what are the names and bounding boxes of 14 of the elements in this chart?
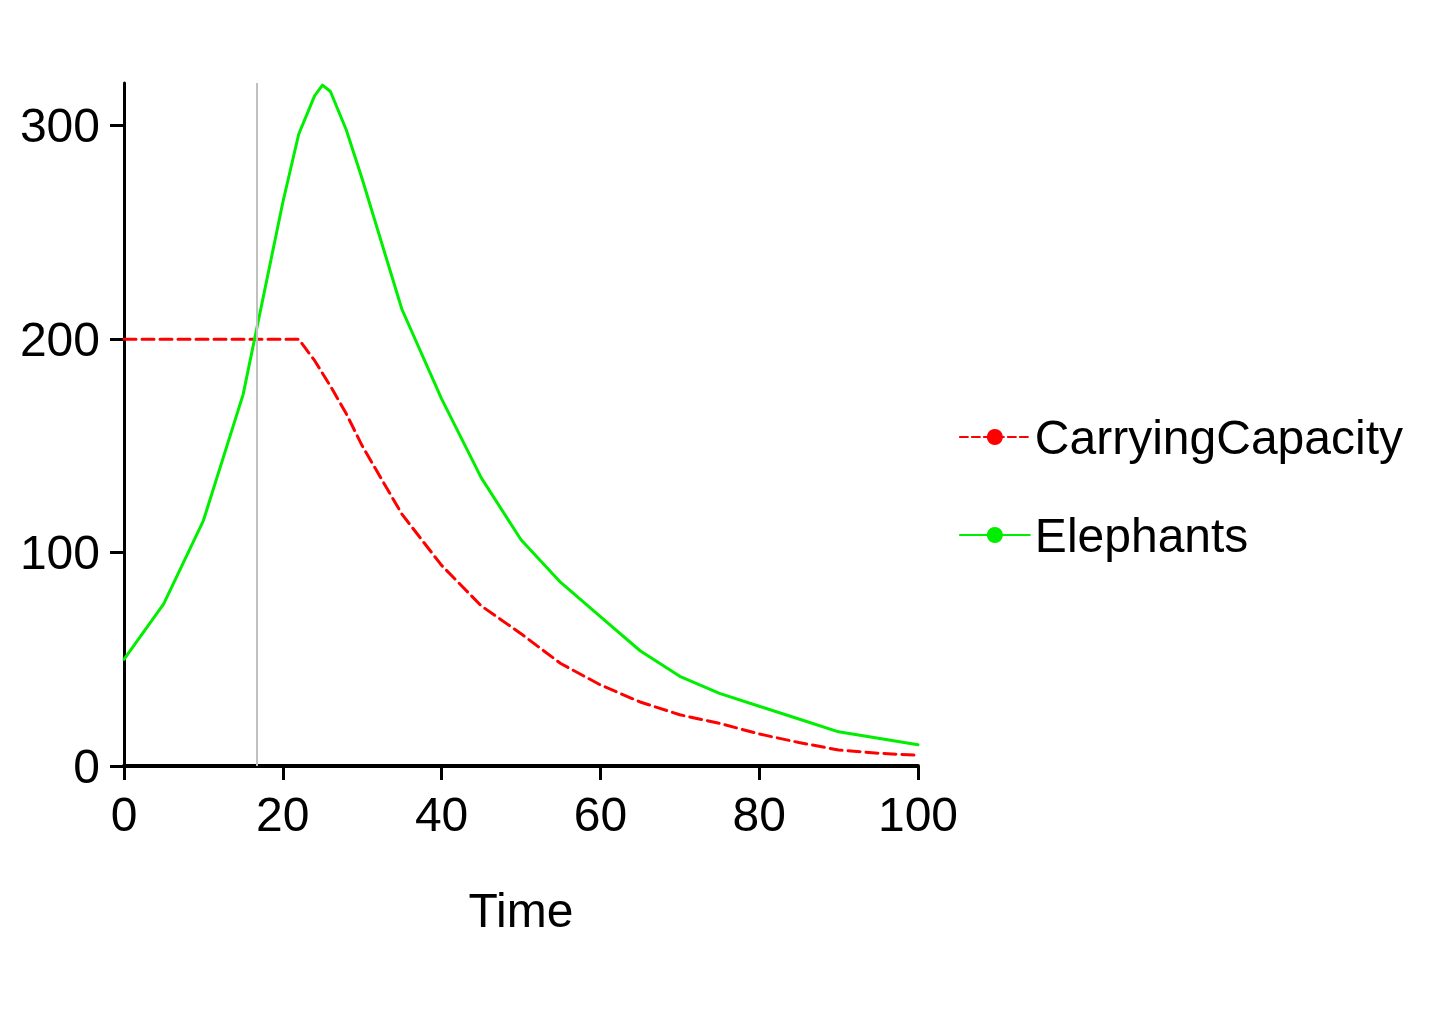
line-series: [122, 83, 920, 747]
legend-label: Elephants: [1034, 508, 1249, 562]
x-tick-label: 100: [877, 787, 959, 841]
y-tick-label: 100: [19, 526, 100, 580]
x-tick-label: 40: [414, 787, 469, 841]
y-tick-label: 300: [19, 99, 100, 153]
x-axis-title: Time: [468, 883, 574, 937]
x-tick-label: 80: [732, 787, 786, 841]
legend-label: CarryingCapacity: [1034, 410, 1404, 464]
x-tick-label: 0: [110, 787, 138, 841]
y-tick-label: 0: [73, 739, 100, 793]
x-tick-label: 20: [256, 787, 310, 841]
y-tick-label: 200: [19, 312, 100, 366]
x-tick-label: 60: [573, 787, 628, 841]
